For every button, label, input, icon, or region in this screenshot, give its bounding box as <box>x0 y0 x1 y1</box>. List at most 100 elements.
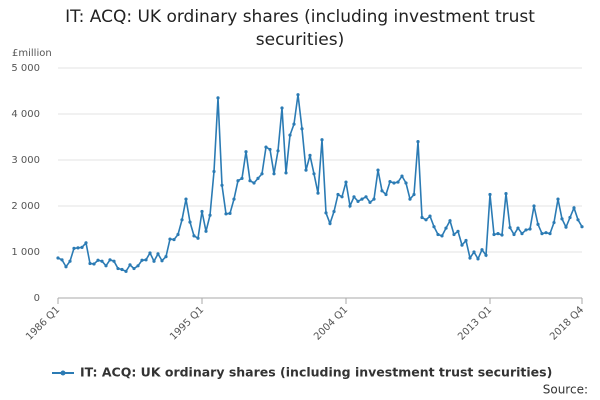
point <box>432 225 436 229</box>
point <box>564 225 568 229</box>
point <box>400 174 404 178</box>
point <box>172 237 176 242</box>
point <box>320 138 324 142</box>
point <box>364 195 368 199</box>
point <box>352 195 356 199</box>
point <box>180 218 184 222</box>
point <box>372 197 376 201</box>
point <box>392 181 396 185</box>
y-tick-label: 3 000 <box>11 155 40 166</box>
point <box>260 172 264 176</box>
x-tick-label: 2004 Q1 <box>312 304 350 342</box>
point <box>84 241 88 245</box>
y-tick-label: 1 000 <box>11 247 40 258</box>
point <box>276 149 280 153</box>
point <box>240 176 244 180</box>
point <box>208 213 212 217</box>
point <box>192 234 196 238</box>
point <box>436 232 440 237</box>
point <box>332 209 336 214</box>
point <box>484 253 488 257</box>
point <box>448 219 452 223</box>
point <box>148 251 152 255</box>
point <box>428 214 432 218</box>
point <box>76 246 80 250</box>
point <box>328 221 332 226</box>
point <box>228 211 232 215</box>
point <box>560 217 564 221</box>
point <box>224 212 228 216</box>
point <box>524 228 528 232</box>
point <box>248 179 252 183</box>
point <box>112 259 116 263</box>
point <box>184 197 188 201</box>
point <box>264 145 268 149</box>
point <box>472 250 476 254</box>
point <box>492 232 496 237</box>
point <box>528 227 532 231</box>
point <box>296 93 300 97</box>
y-tick-label: 5 000 <box>11 63 40 74</box>
point <box>156 252 160 256</box>
point <box>556 197 560 201</box>
point <box>96 258 100 262</box>
point <box>244 150 248 154</box>
point <box>300 127 304 131</box>
point <box>288 133 292 137</box>
x-tick-label: 2018 Q4 <box>548 304 586 342</box>
point <box>132 266 136 271</box>
point <box>440 234 444 238</box>
point <box>220 183 224 187</box>
point <box>204 229 208 233</box>
legend-label: IT: ACQ: UK ordinary shares (including i… <box>80 365 552 380</box>
point <box>144 258 148 262</box>
point <box>304 168 308 172</box>
point <box>60 258 64 262</box>
point <box>128 263 132 267</box>
point <box>72 246 76 250</box>
point <box>548 232 552 236</box>
point <box>136 264 140 268</box>
point <box>312 172 316 176</box>
point <box>536 222 540 226</box>
point <box>272 172 276 176</box>
x-tick-label: 1986 Q1 <box>24 304 62 342</box>
point <box>460 243 464 247</box>
point <box>344 180 348 184</box>
point <box>384 192 388 197</box>
point <box>512 232 516 237</box>
point <box>456 229 460 233</box>
chart-title: IT: ACQ: UK ordinary shares (including i… <box>65 7 535 50</box>
point <box>256 176 260 180</box>
point <box>368 200 372 204</box>
legend-marker <box>60 370 66 376</box>
point <box>124 269 128 273</box>
point <box>488 192 492 197</box>
point <box>176 232 180 237</box>
point <box>108 258 112 262</box>
point <box>196 236 200 240</box>
point <box>532 204 536 208</box>
point <box>576 218 580 222</box>
point <box>168 237 172 241</box>
point <box>232 197 236 201</box>
point <box>104 264 108 268</box>
point <box>572 206 576 210</box>
point <box>544 231 548 235</box>
point <box>396 180 400 184</box>
point <box>476 257 480 261</box>
point <box>336 192 340 197</box>
point <box>504 191 508 196</box>
point <box>188 220 192 224</box>
point <box>116 266 120 271</box>
point <box>280 106 284 110</box>
point <box>508 226 512 230</box>
point <box>568 215 572 220</box>
point <box>468 256 472 260</box>
x-tick-label: 2013 Q1 <box>456 304 494 342</box>
point <box>324 211 328 215</box>
series-line <box>57 94 583 273</box>
point <box>552 220 556 225</box>
